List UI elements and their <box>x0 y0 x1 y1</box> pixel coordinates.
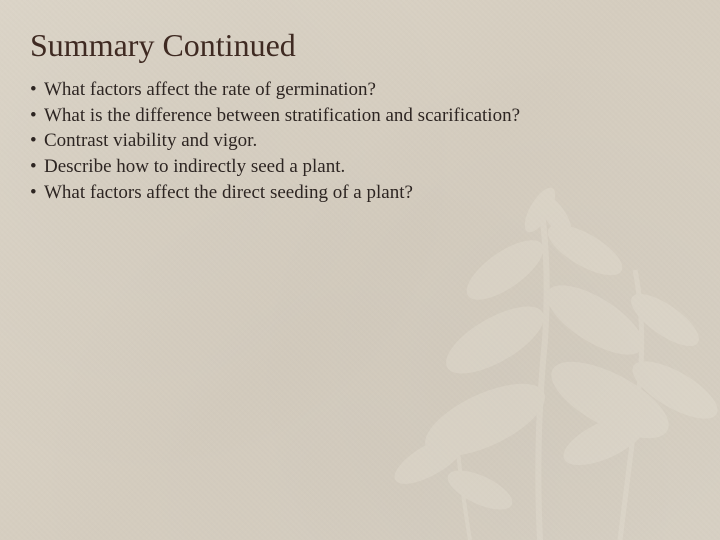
list-item: What is the difference between stratific… <box>30 103 690 129</box>
list-item: Contrast viability and vigor. <box>30 128 690 154</box>
bullet-list: What factors affect the rate of germinat… <box>30 77 690 205</box>
list-item: What factors affect the direct seeding o… <box>30 180 690 206</box>
slide-content: Summary Continued What factors affect th… <box>0 0 720 233</box>
slide-title: Summary Continued <box>30 28 690 63</box>
list-item: Describe how to indirectly seed a plant. <box>30 154 690 180</box>
list-item: What factors affect the rate of germinat… <box>30 77 690 103</box>
